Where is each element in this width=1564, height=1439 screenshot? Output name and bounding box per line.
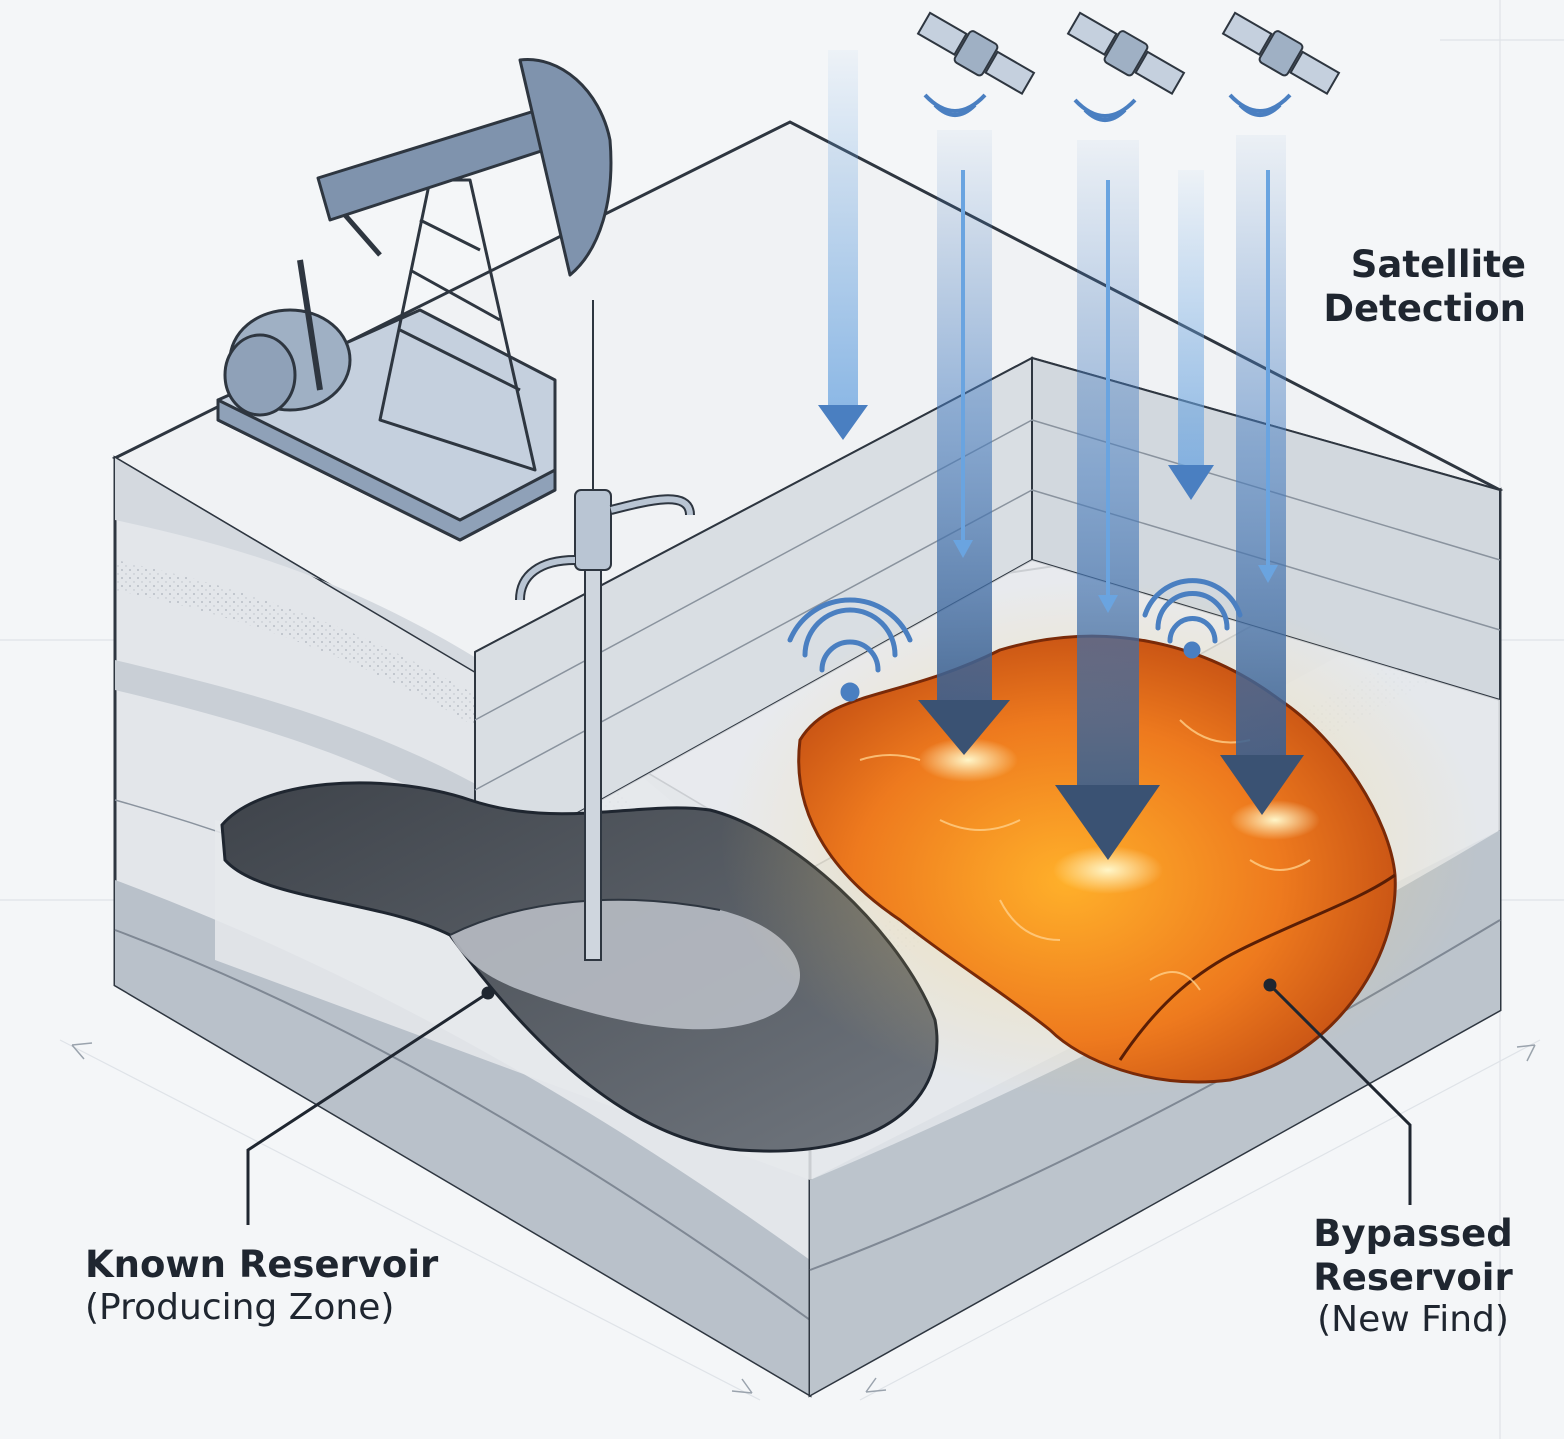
beam-arrow-2 xyxy=(1055,785,1160,860)
bypassed-leader-line xyxy=(1268,983,1412,1205)
beam-arrow-light-1 xyxy=(818,405,868,440)
bypassed-reservoir-line2: Reservoir xyxy=(1313,1255,1513,1299)
pumpjack xyxy=(216,58,613,542)
leader-lines xyxy=(246,978,1412,1225)
bypassed-reservoir-label: Bypassed Reservoir (New Find) xyxy=(1290,1212,1536,1342)
dimension-arrows xyxy=(71,1042,1536,1394)
beam-arrow-1 xyxy=(918,700,1010,755)
beam-light-2 xyxy=(1178,170,1204,470)
satellite-icons xyxy=(916,11,1341,96)
well-pipe xyxy=(515,300,695,961)
wifi-signal-icons xyxy=(787,578,1243,702)
satellite-signal-icons xyxy=(923,93,1292,122)
satellite-icon-3 xyxy=(1221,11,1341,96)
beam-arrow-3 xyxy=(1220,755,1304,815)
satellite-label-line2: Detection xyxy=(1323,286,1526,330)
satellite-icon-1 xyxy=(916,11,1036,96)
bypassed-reservoir-subtitle: (New Find) xyxy=(1317,1299,1509,1341)
wifi-icon-left xyxy=(787,597,913,702)
known-reservoir-label: Known Reservoir (Producing Zone) xyxy=(85,1243,505,1329)
known-leader-line xyxy=(246,991,489,1225)
known-reservoir-subtitle: (Producing Zone) xyxy=(85,1286,395,1328)
beam-arrow-light-2 xyxy=(1168,465,1214,500)
bypassed-reservoir-line1: Bypassed xyxy=(1313,1212,1513,1255)
known-reservoir-title: Known Reservoir xyxy=(85,1243,439,1286)
satellite-detection-label: Satellite Detection xyxy=(1300,243,1526,330)
beam-light-1 xyxy=(828,50,858,410)
wifi-icon-right xyxy=(1142,578,1243,659)
satellite-icon-2 xyxy=(1066,11,1186,96)
beam-3 xyxy=(1236,135,1286,760)
satellite-label-line1: Satellite xyxy=(1350,243,1526,286)
satellite-beams xyxy=(818,50,1304,860)
